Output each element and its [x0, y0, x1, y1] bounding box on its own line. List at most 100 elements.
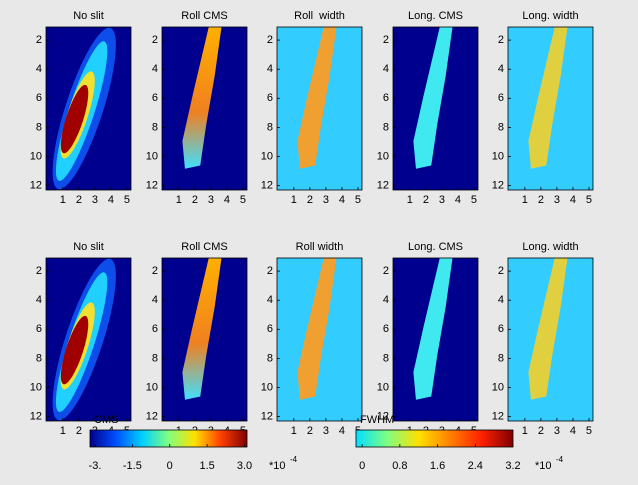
y-tick-label: 4	[152, 294, 158, 306]
colorbar-tick-label: 0.8	[392, 460, 407, 472]
y-tick-label: 6	[36, 92, 42, 104]
plume	[297, 258, 337, 400]
y-tick-label: 10	[146, 381, 158, 393]
y-tick-label: 8	[383, 121, 389, 133]
plot-frame	[45, 257, 132, 422]
y-tick-label: 4	[36, 294, 42, 306]
plume	[297, 27, 337, 169]
y-tick-label: 2	[267, 265, 273, 277]
y-tick-label: 6	[152, 323, 158, 335]
x-tick-label: 2	[307, 194, 313, 206]
x-tick-label: 1	[522, 425, 528, 437]
y-tick-label: 6	[152, 92, 158, 104]
x-tick-label: 4	[455, 194, 461, 206]
x-tick-label: 4	[570, 194, 576, 206]
y-tick-label: 8	[36, 352, 42, 364]
x-tick-label: 2	[76, 425, 82, 437]
y-tick-label: 12	[261, 411, 273, 423]
y-tick-label: 10	[30, 150, 42, 162]
colorbar-tick-label: -1.5	[123, 460, 142, 472]
x-tick-label: 1	[176, 194, 182, 206]
y-tick-label: 2	[267, 34, 273, 46]
y-tick-label: 10	[492, 150, 504, 162]
intensity-blob	[52, 27, 116, 190]
plot-frame	[392, 257, 479, 422]
y-tick-label: 6	[267, 92, 273, 104]
y-tick-label: 2	[152, 34, 158, 46]
intensity-blob	[52, 258, 116, 421]
y-tick-label: 12	[261, 180, 273, 192]
plot-frame	[276, 257, 363, 422]
x-tick-label: 2	[538, 194, 544, 206]
colorbar-tick-label: 0	[359, 460, 365, 472]
panel-title: Long. CMS	[408, 241, 463, 253]
y-tick-label: 6	[383, 323, 389, 335]
plume	[528, 27, 568, 169]
colorbar	[355, 429, 514, 448]
y-tick-label: 8	[36, 121, 42, 133]
y-tick-label: 6	[498, 92, 504, 104]
x-tick-label: 5	[586, 425, 592, 437]
y-tick-label: 8	[152, 121, 158, 133]
x-tick-label: 3	[554, 194, 560, 206]
x-tick-label: 5	[586, 194, 592, 206]
plot-frame	[45, 26, 132, 191]
y-tick-label: 6	[498, 323, 504, 335]
panel-title: No slit	[73, 241, 104, 253]
y-tick-label: 8	[498, 352, 504, 364]
colorbar-tick-label: -3.	[89, 460, 102, 472]
colorbar-label: CMS	[94, 414, 118, 426]
panel-title: Roll CMS	[181, 10, 227, 22]
colorbar-tick-label: 1.5	[199, 460, 214, 472]
x-tick-label: 1	[291, 194, 297, 206]
x-tick-label: 1	[60, 425, 66, 437]
blob-core	[60, 84, 89, 154]
y-tick-label: 8	[383, 352, 389, 364]
y-tick-label: 10	[261, 150, 273, 162]
colorbar-unit: *10	[269, 460, 286, 472]
panel-title: Roll width	[294, 10, 345, 22]
y-tick-label: 4	[36, 63, 42, 75]
x-tick-label: 2	[307, 425, 313, 437]
y-tick-label: 10	[377, 381, 389, 393]
y-tick-label: 2	[498, 265, 504, 277]
y-tick-label: 4	[267, 294, 273, 306]
y-tick-label: 6	[267, 323, 273, 335]
panel-title: No slit	[73, 10, 104, 22]
y-tick-label: 2	[152, 265, 158, 277]
y-tick-label: 2	[383, 265, 389, 277]
x-tick-label: 1	[60, 194, 66, 206]
plume	[528, 258, 568, 400]
y-tick-label: 8	[498, 121, 504, 133]
panel-title: Long. CMS	[408, 10, 463, 22]
x-tick-label: 2	[76, 194, 82, 206]
y-tick-label: 2	[36, 34, 42, 46]
y-tick-label: 4	[152, 63, 158, 75]
x-tick-label: 3	[323, 194, 329, 206]
x-tick-label: 3	[439, 194, 445, 206]
blob-core	[60, 315, 89, 385]
x-tick-label: 2	[538, 425, 544, 437]
x-tick-label: 4	[339, 425, 345, 437]
x-tick-label: 3	[92, 194, 98, 206]
colorbar	[89, 429, 248, 448]
colorbar-tick-label: 3.2	[505, 460, 520, 472]
y-tick-label: 10	[377, 150, 389, 162]
x-tick-label: 4	[570, 425, 576, 437]
x-tick-label: 3	[323, 425, 329, 437]
panel-title: Long. width	[522, 241, 578, 253]
colorbar-unit-exponent: -4	[290, 455, 298, 464]
x-tick-label: 4	[224, 194, 230, 206]
x-tick-label: 4	[108, 194, 114, 206]
y-tick-label: 8	[152, 352, 158, 364]
x-tick-label: 5	[355, 194, 361, 206]
y-tick-label: 4	[383, 63, 389, 75]
panel-title: Roll width	[296, 241, 344, 253]
x-tick-label: 5	[471, 194, 477, 206]
y-tick-label: 12	[30, 411, 42, 423]
y-tick-label: 12	[377, 411, 389, 423]
plot-frame	[161, 26, 248, 191]
plume	[182, 258, 222, 400]
plot-frame	[161, 257, 248, 422]
